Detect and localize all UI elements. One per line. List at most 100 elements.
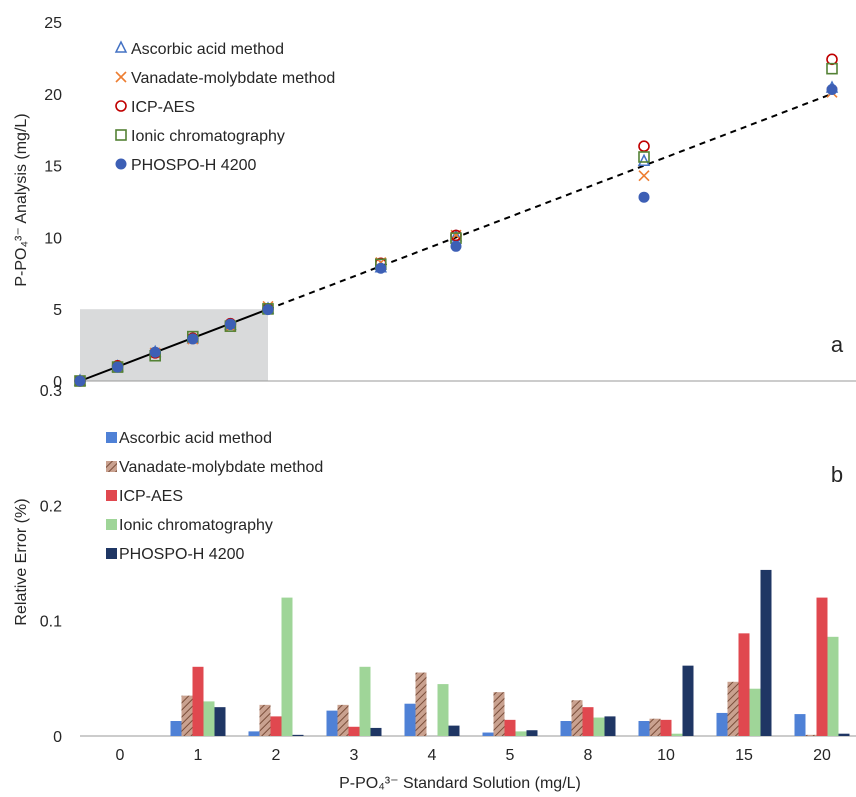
bar-4 — [448, 725, 460, 736]
legend-b-swatch — [106, 548, 117, 559]
bar-1 — [415, 672, 427, 736]
panel-label-a: a — [831, 332, 844, 357]
bar-1 — [571, 700, 583, 736]
point-4 — [826, 83, 838, 95]
legend-a-marker — [115, 158, 127, 170]
x-tick-label: 20 — [813, 747, 831, 764]
bar-4 — [370, 727, 382, 736]
legend-a-label: ICP-AES — [131, 99, 195, 116]
legend-a-marker — [115, 129, 127, 141]
bar-3 — [749, 688, 761, 736]
bar-4 — [838, 733, 850, 736]
legend-a-label: PHOSPO-H 4200 — [131, 157, 256, 174]
bar-4 — [682, 665, 694, 736]
bar-0 — [170, 721, 182, 736]
point-4 — [375, 262, 387, 274]
y-tick-label-b: 0.2 — [40, 498, 62, 515]
point-4 — [262, 304, 274, 316]
bar-2 — [816, 597, 828, 736]
x-tick-label: 3 — [350, 747, 359, 764]
bar-1 — [805, 734, 817, 736]
x-tick-label: 1 — [194, 747, 203, 764]
legend-b-label: ICP-AES — [119, 488, 183, 505]
bar-0 — [794, 714, 806, 736]
bar-2 — [504, 719, 516, 736]
x-tick-label: 15 — [735, 747, 753, 764]
y-tick-label-a: 25 — [44, 15, 62, 32]
bar-4 — [214, 707, 226, 736]
bar-2 — [348, 726, 360, 736]
legend-b-swatch — [106, 490, 117, 501]
point-4 — [187, 333, 199, 345]
y-tick-label-a: 15 — [44, 159, 62, 176]
bar-1 — [259, 704, 271, 736]
bars — [170, 569, 850, 736]
bar-3 — [827, 636, 839, 736]
bar-1 — [181, 695, 193, 736]
bar-3 — [359, 666, 371, 736]
legend-b-swatch — [106, 519, 117, 530]
bar-0 — [716, 712, 728, 736]
y-tick-label-b: 0 — [53, 729, 62, 746]
bar-0 — [326, 710, 338, 736]
scatter-points — [73, 53, 839, 387]
x-tick-label: 2 — [272, 747, 281, 764]
bar-3 — [281, 597, 293, 736]
panel-label-b: b — [831, 462, 843, 487]
point-4 — [149, 346, 161, 358]
bar-4 — [760, 569, 772, 736]
legend-a-label: Ionic chromatography — [131, 128, 285, 145]
bar-0 — [248, 731, 260, 736]
bar-0 — [482, 732, 494, 736]
bar-0 — [560, 721, 572, 736]
point-4 — [112, 361, 124, 373]
x-axis-ticks-b: 0 1 2 3 4 5 8 10 15 20 — [116, 747, 831, 764]
point-2 — [638, 140, 650, 153]
point-4 — [450, 240, 462, 252]
y-tick-label-b: 0.1 — [40, 614, 62, 631]
bar-2 — [738, 633, 750, 736]
bar-2 — [660, 719, 672, 736]
x-tick-label: 10 — [657, 747, 675, 764]
legend-a-marker — [115, 71, 127, 83]
legend-a-label: Ascorbic acid method — [131, 41, 284, 58]
bar-2 — [192, 666, 204, 736]
y-tick-label-a: 20 — [44, 87, 62, 104]
point-4 — [638, 191, 650, 203]
legend-b-label: Ionic chromatography — [119, 517, 273, 534]
bar-4 — [292, 734, 304, 736]
y-axis-ticks-a: 0 5 10 15 20 25 — [44, 15, 62, 391]
legend-a-marker — [114, 40, 128, 53]
legend-b-swatch — [106, 461, 117, 472]
legend-b-label: PHOSPO-H 4200 — [119, 546, 244, 563]
bar-4 — [526, 730, 538, 736]
y-tick-label-a: 5 — [53, 302, 62, 319]
x-tick-label: 8 — [584, 747, 593, 764]
legend-a-marker-stroke — [115, 71, 127, 83]
point-0 — [637, 153, 651, 167]
reference-line-dashed — [267, 92, 833, 311]
point-1 — [638, 170, 650, 182]
bar-3 — [671, 733, 683, 736]
y-axis-label-b: Relative Error (%) — [13, 498, 30, 625]
legend-b-swatch — [106, 432, 117, 443]
x-tick-label: 4 — [428, 747, 437, 764]
bar-3 — [437, 684, 449, 736]
legend-b-label: Vanadate-molybdate method — [119, 459, 323, 476]
bar-1 — [649, 718, 661, 736]
reference-line-solid — [79, 308, 269, 382]
y-axis-label-a: P-PO₄³⁻ Analysis (mg/L) — [13, 113, 30, 286]
y-tick-label-a: 10 — [44, 230, 62, 247]
panel-b: 0 0.1 0.2 0.3 0 1 2 3 4 5 8 10 15 20 Ascorbic acid m… — [13, 383, 856, 792]
legend-a: Ascorbic acid method Vanadate-molybdate m… — [114, 40, 335, 174]
legend-b-label: Ascorbic acid method — [119, 430, 272, 447]
y-tick-label-a: 0 — [53, 374, 62, 391]
bar-4 — [604, 716, 616, 736]
x-tick-label: 5 — [506, 747, 515, 764]
legend-a-label: Vanadate-molybdate method — [131, 70, 335, 87]
point-4 — [224, 318, 236, 330]
legend-a-marker — [115, 100, 127, 112]
bar-2 — [582, 707, 594, 736]
point-3 — [826, 62, 838, 75]
